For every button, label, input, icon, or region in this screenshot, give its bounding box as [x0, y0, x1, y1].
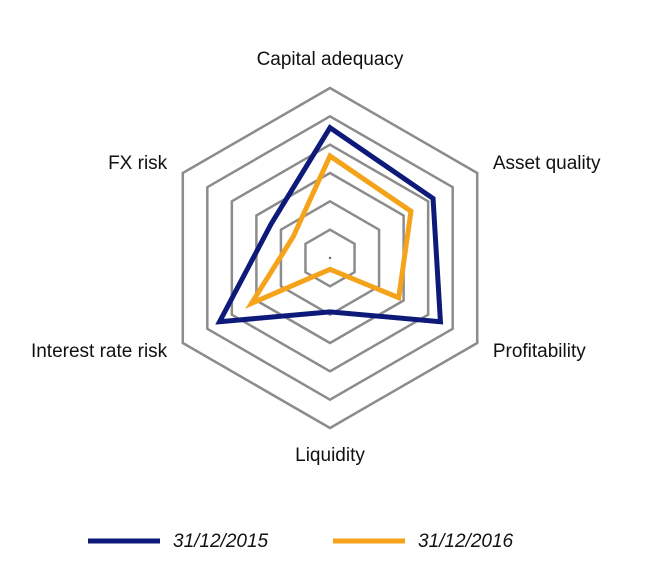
- category-label: Capital adequacy: [257, 49, 404, 70]
- center-dot: [328, 256, 332, 260]
- grid-ring: [181, 86, 479, 430]
- grid-ring: [255, 171, 405, 345]
- category-label: Profitability: [493, 341, 586, 362]
- legend-label: 31/12/2016: [418, 531, 514, 552]
- category-label: Liquidity: [295, 445, 365, 466]
- grid-ring: [206, 114, 454, 402]
- legend-label: 31/12/2015: [173, 531, 269, 552]
- grid-ring: [279, 199, 381, 317]
- category-label: Interest rate risk: [31, 341, 168, 362]
- grid-ring: [230, 143, 430, 373]
- category-label: Asset quality: [493, 153, 601, 174]
- series-line: [215, 124, 444, 325]
- grid-ring: [304, 228, 356, 288]
- category-label: FX risk: [108, 153, 168, 174]
- series-line: [245, 152, 414, 309]
